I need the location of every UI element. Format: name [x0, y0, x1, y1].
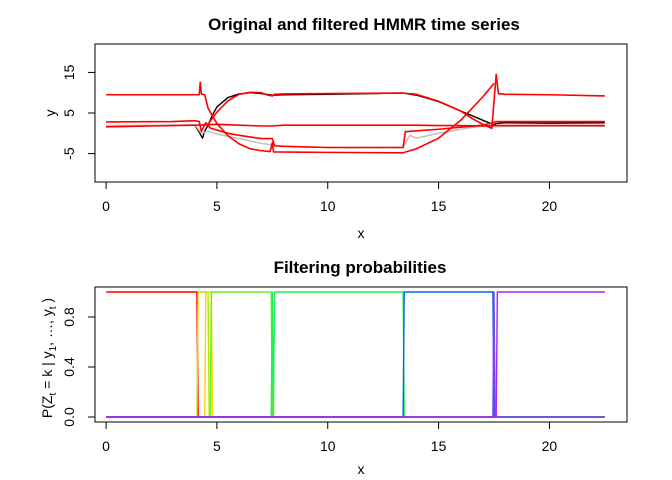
chart-bottom-x-label: x [358, 461, 365, 477]
chart-top: Original and filtered HMMR time series 0… [42, 15, 628, 241]
chart-bottom-series [106, 291, 605, 418]
chart-bottom-title: Filtering probabilities [274, 258, 447, 277]
series-line-0 [106, 291, 605, 418]
x-tick-label: 20 [542, 198, 558, 214]
chart-bottom-y-axis: 0.0 0.4 0.8 [61, 307, 96, 427]
chart-bottom-y-label: P(Zt = k | y1, …, yt ) [39, 298, 59, 418]
y-tick-label: 0.0 [61, 407, 77, 427]
chart-top-x-label: x [358, 225, 365, 241]
ylabel-part-0: P(Z [39, 395, 55, 418]
chart-top-y-axis: -5 5 15 [61, 64, 96, 160]
x-tick-label: 5 [213, 198, 221, 214]
y-tick-label: 5 [61, 109, 77, 117]
chart-bottom-x-axis: 0 5 10 15 20 [102, 421, 558, 454]
chart-top-plot-frame [94, 43, 628, 183]
series-line-3 [106, 291, 605, 418]
series-line-4 [106, 291, 605, 418]
chart-bottom-plot-frame [94, 286, 628, 423]
chart-top-x-axis: 0 5 10 15 20 [102, 181, 558, 214]
x-tick-label: 5 [213, 438, 221, 454]
series-line-7 [106, 291, 605, 418]
x-tick-label: 10 [320, 198, 336, 214]
series-line-4 [106, 119, 605, 149]
series-line-5 [106, 123, 605, 128]
ylabel-part-5: t [48, 306, 59, 309]
y-tick-label: 0.4 [61, 357, 77, 377]
series-line-6 [106, 291, 605, 418]
chart-top-series [106, 73, 605, 154]
ylabel-part-6: ) [39, 298, 55, 307]
x-tick-label: 20 [542, 438, 558, 454]
series-line-2 [106, 291, 605, 418]
series-line-5 [106, 291, 605, 418]
x-tick-label: 10 [320, 438, 336, 454]
chart-top-y-label: y [42, 110, 58, 117]
x-tick-label: 15 [431, 438, 447, 454]
series-line-1 [106, 291, 605, 418]
series-line-2 [106, 81, 495, 154]
y-tick-label: -5 [61, 147, 77, 160]
ylabel-part-4: , …, y [39, 309, 55, 346]
ylabel-part-3: 1 [48, 345, 59, 351]
chart-bottom: Filtering probabilities 0 5 10 15 20 0.00.40… [39, 258, 628, 477]
ylabel-part-1: t [48, 393, 59, 396]
x-tick-label: 0 [102, 438, 110, 454]
x-tick-label: 15 [431, 198, 447, 214]
y-tick-label: 0.8 [61, 307, 77, 327]
series-line-3 [207, 73, 605, 130]
series-line-1 [106, 124, 605, 149]
x-tick-label: 0 [102, 198, 110, 214]
series-line-0 [106, 92, 605, 139]
ylabel-part-2: = k | y [39, 351, 55, 392]
y-tick-label: 15 [61, 64, 77, 80]
chart-top-title: Original and filtered HMMR time series [208, 15, 520, 34]
